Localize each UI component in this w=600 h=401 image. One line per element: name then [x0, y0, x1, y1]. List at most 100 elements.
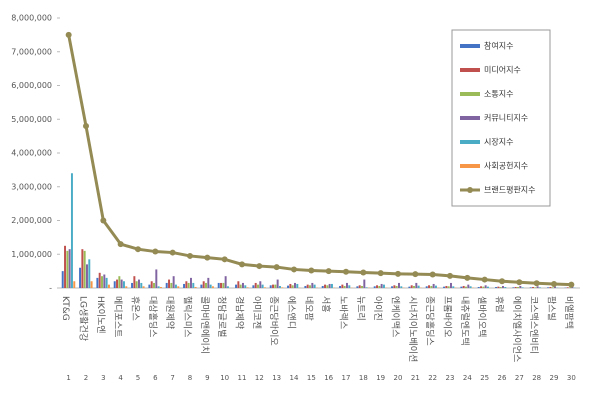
legend-label: 커뮤니티지수 [484, 113, 528, 123]
bar [413, 285, 415, 288]
bar [465, 286, 467, 288]
bar [116, 279, 119, 288]
x-tick-label: 프롬바이오 [442, 296, 453, 337]
x-tick-label: 서흥 [320, 296, 332, 313]
bar [200, 284, 203, 288]
bar [434, 285, 437, 288]
x-tick-label: 뉴트리 [355, 296, 366, 321]
rank-label: 21 [411, 374, 420, 382]
bar [378, 285, 381, 288]
legend-label: 사회공헌지수 [484, 162, 528, 171]
bar [566, 287, 569, 288]
legend-label: 소통지수 [484, 90, 513, 99]
x-tick-label: 엔케이맥스 [390, 296, 401, 337]
bar [125, 286, 128, 288]
x-tick-label: 에이치엘사이언스 [511, 296, 523, 362]
bar [517, 286, 519, 288]
rank-label: 19 [376, 374, 385, 382]
bar [428, 285, 431, 288]
bar [70, 173, 73, 288]
line-marker [117, 241, 124, 248]
bar [502, 285, 504, 288]
bar [113, 281, 116, 288]
legend-swatch [460, 164, 480, 168]
bar [376, 285, 379, 288]
y-tick-label: 1,000,000 [11, 250, 52, 259]
bar [202, 281, 205, 288]
rank-label: 23 [446, 374, 455, 382]
rank-label: 17 [342, 374, 351, 382]
bar [174, 284, 177, 288]
bar [276, 279, 279, 288]
bar [410, 285, 413, 288]
line-marker [152, 248, 159, 255]
bar [120, 279, 123, 288]
bar [222, 282, 225, 288]
x-tick-label: 네오팜 [303, 296, 314, 321]
x-tick-label: KT&G [60, 296, 70, 321]
bar [326, 285, 329, 288]
x-tick-label: HK이노엔 [95, 296, 106, 334]
bar [90, 281, 93, 288]
bar [281, 287, 284, 288]
bar [521, 287, 524, 288]
y-tick-label: 6,000,000 [11, 81, 52, 90]
bar [165, 282, 168, 288]
line-marker [65, 31, 72, 38]
line-marker [360, 269, 367, 276]
line-marker [256, 263, 263, 270]
bar [480, 286, 483, 288]
bar [534, 287, 537, 288]
x-tick-label: 휴럼 [494, 296, 506, 313]
rank-label: 29 [550, 374, 559, 382]
x-tick-label: 팜스빌 [546, 296, 557, 321]
bar [330, 283, 333, 288]
bar [269, 285, 272, 288]
bar [467, 284, 470, 288]
bar [547, 287, 550, 288]
bar [246, 287, 249, 288]
bar [140, 282, 143, 288]
bar [482, 286, 485, 288]
bar [187, 282, 190, 288]
bar [469, 286, 472, 288]
bar [460, 286, 463, 288]
y-tick-label: 7,000,000 [11, 47, 52, 56]
bar [462, 285, 465, 288]
bar [81, 249, 84, 288]
bar [408, 286, 411, 288]
bar [159, 286, 162, 288]
bar [551, 287, 554, 288]
bar [226, 286, 229, 288]
x-tick-label: 종근당홀딩스 [424, 296, 436, 346]
x-tick-label: 아이진 [372, 296, 383, 321]
legend-swatch [460, 92, 480, 96]
rank-label: 11 [238, 374, 247, 382]
bar [224, 276, 227, 288]
bar [103, 274, 106, 288]
bar [321, 285, 324, 288]
rank-label: 18 [359, 374, 368, 382]
rank-label: 27 [515, 374, 524, 382]
legend-swatch [460, 140, 480, 144]
bar [486, 286, 489, 288]
rank-label: 24 [463, 374, 472, 382]
x-tick-label: 아미코젠 [251, 296, 262, 329]
bar [259, 281, 262, 288]
legend-swatch [460, 44, 480, 48]
bar [194, 286, 197, 288]
y-tick-label: - [49, 284, 52, 293]
bar [133, 276, 136, 288]
bar [83, 250, 86, 288]
bar [289, 283, 292, 288]
bar [68, 249, 71, 288]
legend-swatch [460, 116, 480, 120]
x-tick-label: 청담글로벌 [216, 296, 228, 337]
bar [254, 282, 257, 288]
rank-label: 20 [394, 374, 403, 382]
bar [348, 285, 351, 288]
bar [554, 286, 556, 288]
line-marker [464, 274, 471, 281]
legend-label: 시장지수 [484, 137, 513, 147]
